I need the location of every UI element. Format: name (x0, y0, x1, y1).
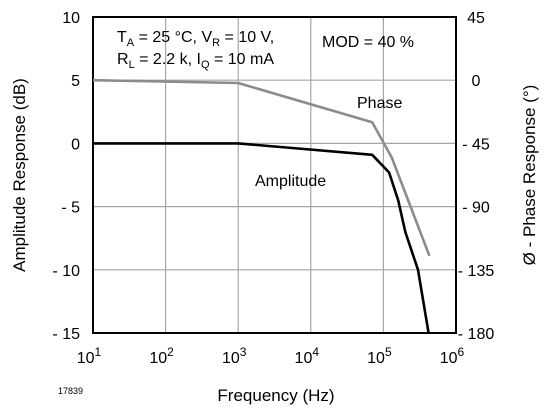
x-tick-label: 104 (295, 345, 320, 367)
y2-tick-label: - 180 (458, 326, 495, 343)
y2-tick-label: 45 (467, 10, 485, 27)
y2-tick-label: - 45 (462, 136, 490, 153)
x-tick-label: 103 (222, 345, 247, 367)
x-axis-title: Frequency (Hz) (217, 386, 334, 405)
conditions-line-1: TA = 25 °C, VR = 10 V, (117, 29, 274, 49)
x-tick-label: 102 (149, 345, 174, 367)
x-tick-label: 105 (367, 345, 392, 367)
y-tick-label: - 10 (52, 263, 80, 280)
y2-tick-label: - 90 (462, 200, 490, 217)
y-tick-label: - 5 (61, 200, 80, 217)
figure-id: 17839 (58, 386, 83, 396)
y-tick-labels: 10 5 0 - 5 - 10 - 15 (52, 10, 80, 343)
y2-tick-label: - 135 (458, 263, 495, 280)
x-tick-labels: 101 102 103 104 105 106 (77, 345, 465, 367)
y-tick-label: 10 (62, 10, 80, 27)
conditions-line-2: RL = 2.2 k, IQ = 10 mA (117, 51, 274, 71)
phase-series-label: Phase (357, 95, 402, 112)
y-tick-label: 0 (71, 136, 80, 153)
series-layer (92, 78, 431, 334)
amplitude-series-line (93, 142, 430, 334)
x-tick-label: 101 (77, 345, 102, 367)
y2-axis-title: Ø - Phase Response (°) (520, 85, 539, 266)
x-tick-label: 106 (440, 345, 465, 367)
y2-tick-labels: 45 0 - 45 - 90 - 135 - 180 (458, 10, 495, 343)
y-axis-title: Amplitude Response (dB) (10, 78, 29, 272)
plot-frame (92, 16, 457, 334)
y-tick-label: - 15 (52, 326, 80, 343)
phase-series-line (92, 78, 431, 257)
mod-annotation: MOD = 40 % (322, 34, 414, 51)
y2-tick-label: 0 (472, 73, 481, 90)
amplitude-series-label: Amplitude (255, 173, 326, 190)
y-tick-label: 5 (71, 73, 80, 90)
